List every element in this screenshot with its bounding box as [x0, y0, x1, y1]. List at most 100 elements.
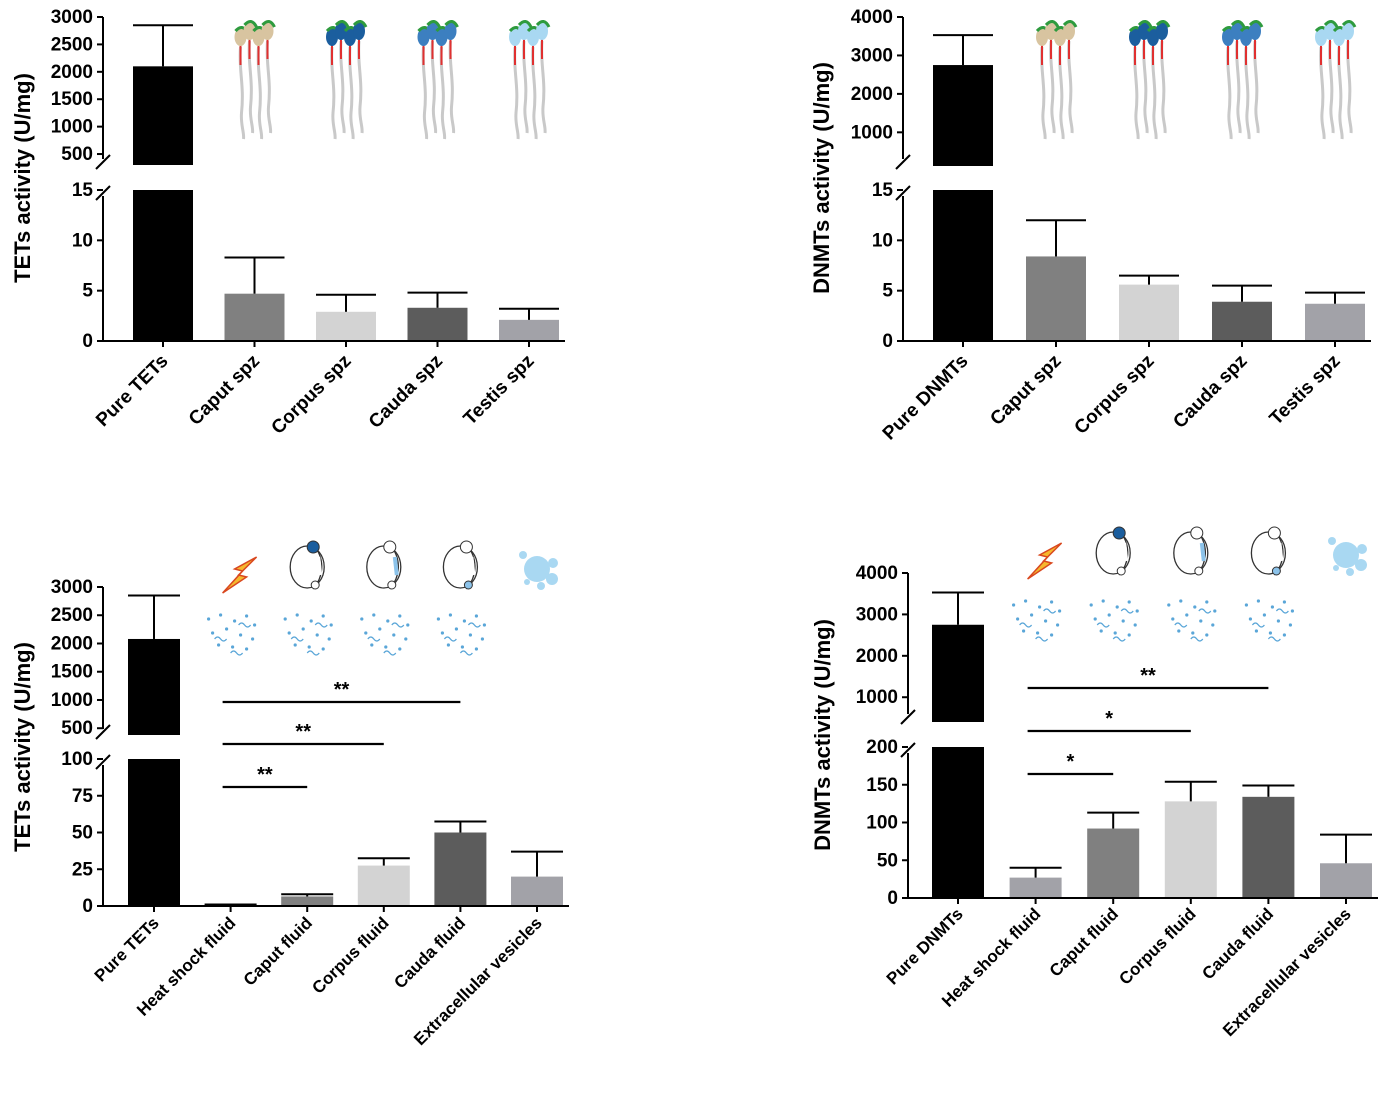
sperm-head	[426, 22, 439, 40]
axis-break-mark	[95, 154, 111, 170]
y-tick-label: 1000	[51, 117, 93, 138]
particle-dot	[406, 623, 410, 627]
category-label: Extracellular vesicles	[1219, 904, 1355, 1040]
particle-dot	[386, 619, 390, 623]
bar	[1242, 796, 1295, 898]
panel-top-right: 1000 2000 3000 4000 0 5 10 15 Pure DNMTs Caput sp…	[809, 7, 1371, 444]
particle-dot	[1177, 629, 1181, 633]
sperm-head	[1045, 22, 1057, 40]
bar	[1026, 256, 1086, 341]
particle-dot	[364, 631, 368, 635]
cauda-region	[1271, 566, 1281, 576]
particle-squiggle	[1096, 622, 1110, 628]
sperm-head	[1036, 28, 1048, 46]
axis-break-mark	[900, 709, 916, 725]
sperm-group-icon	[508, 20, 551, 140]
sperm-head	[1249, 22, 1261, 40]
particle-dot	[1171, 617, 1175, 621]
particle-dot	[1288, 623, 1292, 627]
y-tick-label: 2000	[51, 62, 93, 83]
particle-dot	[1016, 617, 1020, 621]
fluid-particles-icon	[1089, 599, 1139, 642]
y-tick-label: 100	[61, 749, 93, 770]
caput-region	[1112, 526, 1126, 540]
vesicle-bubble	[1357, 544, 1367, 554]
category-label: Caput fluid	[240, 913, 316, 989]
particle-dot	[1167, 603, 1171, 607]
axis-break-mark	[895, 154, 911, 170]
vesicle-bubble	[524, 579, 530, 585]
particle-dot	[327, 637, 331, 641]
particle-dot	[233, 619, 237, 623]
sperm-head	[1222, 28, 1234, 46]
sperm-head	[243, 22, 256, 40]
particle-dot	[321, 647, 325, 651]
significance-label: *	[1105, 708, 1113, 730]
particle-squiggle	[1035, 636, 1049, 642]
heat-shock-icon	[222, 556, 258, 594]
bar	[224, 293, 285, 341]
particle-squiggle	[467, 622, 481, 628]
particle-dot	[1191, 631, 1195, 635]
bar	[281, 896, 334, 906]
bar-upper-segment	[933, 65, 993, 166]
bar	[1087, 828, 1140, 898]
y-tick-label: 10	[72, 230, 93, 251]
category-label: Corpus fluid	[308, 913, 392, 997]
y-axis-title: DNMTs activity (U/mg)	[810, 619, 835, 851]
particle-dot	[307, 645, 311, 649]
particle-dot	[404, 637, 408, 641]
y-tick-label: 3000	[51, 577, 93, 598]
bar-lower-segment	[128, 759, 180, 906]
particle-squiggle	[238, 622, 252, 628]
particle-dot	[1056, 623, 1060, 627]
sperm-group-icon	[234, 20, 276, 140]
y-tick-label: 25	[72, 859, 94, 880]
particle-dot	[1268, 631, 1272, 635]
sperm-head	[353, 22, 365, 40]
axis-break-mark	[95, 185, 111, 201]
heat-shock-icon	[1027, 542, 1063, 580]
significance-label: **	[295, 721, 311, 743]
y-tick-label: 1500	[51, 662, 93, 683]
particle-squiggle	[459, 650, 473, 656]
sperm-acrosome	[352, 20, 368, 28]
category-label: Caput fluid	[1046, 904, 1122, 980]
particle-dot	[211, 631, 215, 635]
corpus-region	[1277, 542, 1284, 562]
particle-dot	[1193, 605, 1197, 609]
sperm-head	[1156, 22, 1168, 40]
fluid-particles-icon	[1167, 599, 1217, 642]
particle-dot	[245, 647, 249, 651]
bar-upper-segment	[932, 624, 984, 722]
y-tick-label: 3000	[51, 7, 93, 28]
particle-dot	[1030, 613, 1034, 617]
particle-dot	[1248, 617, 1252, 621]
category-label: Testis spz	[1266, 351, 1345, 430]
bar	[1305, 303, 1365, 341]
y-tick-label: 150	[866, 775, 898, 796]
particle-dot	[1135, 609, 1139, 613]
category-label: Caput spz	[986, 351, 1065, 430]
particle-dot	[1205, 633, 1209, 637]
particle-dot	[1022, 629, 1026, 633]
sperm-acrosome	[517, 20, 533, 28]
sperm-head	[344, 28, 356, 46]
sperm-head	[518, 22, 530, 40]
y-axis-title: TETs activity (U/mg)	[10, 73, 35, 283]
cauda-region	[463, 580, 473, 590]
vesicle-bubble	[1346, 568, 1354, 576]
particle-dot	[440, 631, 444, 635]
cauda-region	[310, 580, 320, 590]
y-tick-label: 1000	[51, 690, 93, 711]
sperm-group-icon	[417, 20, 459, 140]
particle-dot	[1024, 599, 1028, 603]
corpus-region	[392, 556, 399, 576]
particle-dot	[309, 619, 313, 623]
category-label: Cauda fluid	[1198, 904, 1277, 983]
bar	[511, 876, 563, 906]
sperm-head	[1315, 28, 1327, 46]
particle-dot	[462, 619, 466, 623]
sperm-head	[326, 28, 338, 46]
sperm-head	[1342, 22, 1354, 40]
